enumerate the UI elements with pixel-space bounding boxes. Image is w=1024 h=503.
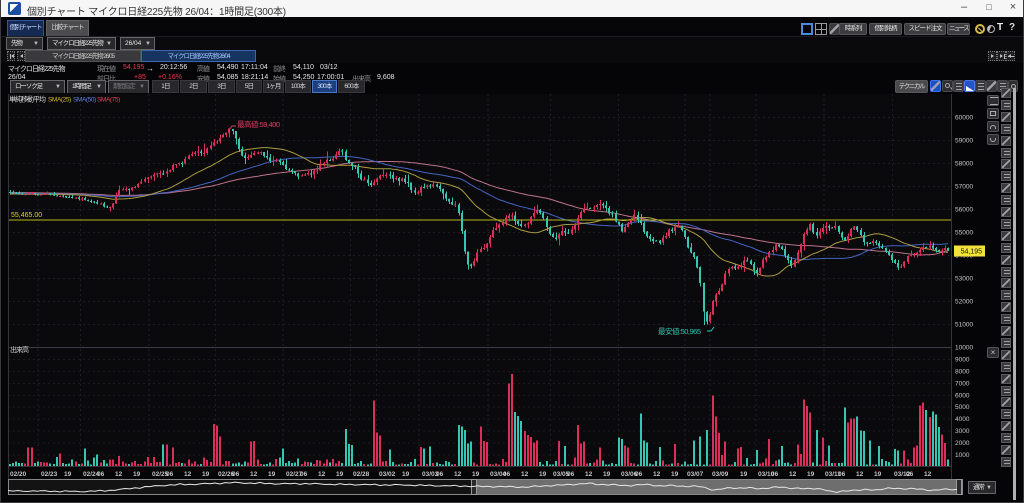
svg-text:03/02: 03/02 — [379, 471, 396, 478]
svg-text:03/05: 03/05 — [553, 471, 570, 478]
svg-text:56000: 56000 — [955, 207, 973, 214]
svg-text:7000: 7000 — [955, 380, 970, 387]
svg-text:12: 12 — [585, 471, 593, 478]
svg-text:57000: 57000 — [955, 184, 973, 191]
svg-text:55000: 55000 — [955, 230, 973, 237]
svg-text:19: 19 — [202, 471, 210, 478]
svg-text:02/23: 02/23 — [41, 471, 58, 478]
svg-text:最安値:50,965: 最安値:50,965 — [658, 326, 701, 336]
svg-text:55,465.00: 55,465.00 — [11, 212, 42, 219]
svg-text:02/25: 02/25 — [152, 471, 169, 478]
svg-text:06: 06 — [771, 471, 779, 478]
svg-text:12: 12 — [856, 471, 864, 478]
svg-text:19: 19 — [874, 471, 882, 478]
svg-text:52000: 52000 — [955, 299, 973, 306]
svg-text:2000: 2000 — [955, 440, 970, 447]
svg-text:03/03: 03/03 — [422, 471, 439, 478]
svg-text:単純移動平均: 単純移動平均 — [9, 95, 46, 104]
svg-text:02/20: 02/20 — [10, 471, 27, 478]
svg-text:12: 12 — [115, 471, 123, 478]
svg-text:12: 12 — [250, 471, 258, 478]
svg-text:02/27: 02/27 — [286, 471, 303, 478]
svg-text:06: 06 — [436, 471, 444, 478]
svg-text:06: 06 — [635, 471, 643, 478]
svg-text:12: 12 — [789, 471, 797, 478]
svg-text:60000: 60000 — [955, 115, 973, 122]
svg-text:06: 06 — [838, 471, 846, 478]
svg-text:19: 19 — [807, 471, 815, 478]
svg-text:02/26: 02/26 — [218, 471, 235, 478]
svg-text:10000: 10000 — [955, 345, 973, 352]
svg-text:12: 12 — [924, 471, 932, 478]
svg-text:19: 19 — [671, 471, 679, 478]
svg-text:19: 19 — [133, 471, 141, 478]
svg-text:06: 06 — [97, 471, 105, 478]
svg-text:19: 19 — [472, 471, 480, 478]
svg-text:03/04: 03/04 — [490, 471, 507, 478]
svg-text:3000: 3000 — [955, 428, 970, 435]
svg-text:03/10: 03/10 — [758, 471, 775, 478]
svg-text:最高値:59,400: 最高値:59,400 — [237, 119, 280, 129]
svg-text:12: 12 — [521, 471, 529, 478]
svg-text:9000: 9000 — [955, 356, 970, 363]
svg-text:SMA(50): SMA(50) — [73, 97, 96, 104]
svg-text:06: 06 — [300, 471, 308, 478]
svg-text:06: 06 — [232, 471, 240, 478]
svg-text:12: 12 — [454, 471, 462, 478]
svg-text:19: 19 — [268, 471, 276, 478]
svg-text:5000: 5000 — [955, 404, 970, 411]
svg-text:出来高: 出来高 — [10, 345, 29, 354]
svg-text:06: 06 — [567, 471, 575, 478]
svg-text:02/28: 02/28 — [353, 471, 370, 478]
svg-text:03/12: 03/12 — [894, 471, 911, 478]
svg-text:SMA(75): SMA(75) — [97, 97, 120, 104]
svg-text:19: 19 — [740, 471, 748, 478]
svg-text:6000: 6000 — [955, 392, 970, 399]
svg-text:02/24: 02/24 — [83, 471, 100, 478]
svg-text:19: 19 — [64, 471, 72, 478]
svg-text:06: 06 — [503, 471, 511, 478]
svg-text:19: 19 — [402, 471, 410, 478]
svg-text:12: 12 — [184, 471, 192, 478]
svg-text:19: 19 — [539, 471, 547, 478]
svg-text:4000: 4000 — [955, 416, 970, 423]
svg-text:1000: 1000 — [955, 452, 970, 459]
svg-text:SMA(25): SMA(25) — [48, 97, 71, 104]
svg-text:12: 12 — [653, 471, 661, 478]
svg-text:12: 12 — [318, 471, 326, 478]
svg-text:03/07: 03/07 — [687, 471, 704, 478]
svg-text:51000: 51000 — [955, 322, 973, 329]
svg-text:8000: 8000 — [955, 368, 970, 375]
svg-text:03/11: 03/11 — [825, 471, 841, 478]
svg-text:53000: 53000 — [955, 276, 973, 283]
svg-text:59000: 59000 — [955, 138, 973, 145]
svg-text:06: 06 — [906, 471, 914, 478]
svg-text:54,195: 54,195 — [961, 249, 983, 256]
svg-text:19: 19 — [603, 471, 611, 478]
svg-text:06: 06 — [166, 471, 174, 478]
svg-text:58000: 58000 — [955, 161, 973, 168]
svg-text:03/09: 03/09 — [712, 471, 729, 478]
svg-text:03/06: 03/06 — [621, 471, 638, 478]
svg-text:19: 19 — [336, 471, 344, 478]
